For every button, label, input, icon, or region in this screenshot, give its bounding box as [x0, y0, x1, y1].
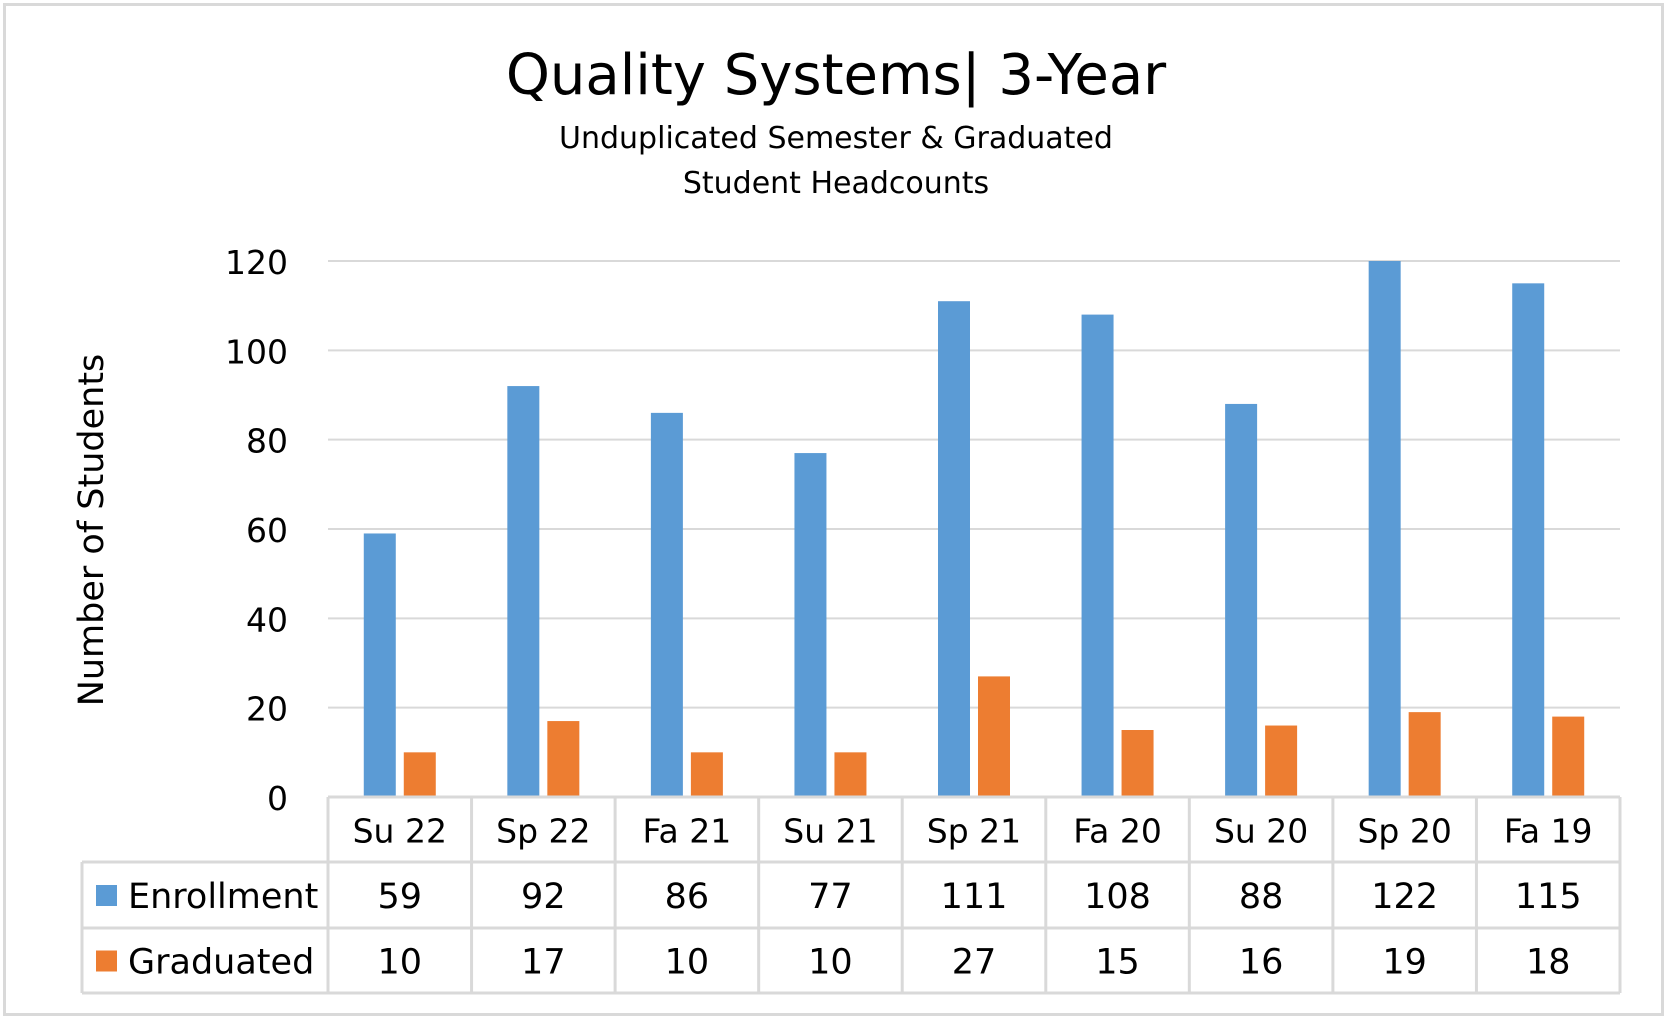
- data-table-value-enrollment: 108: [1084, 877, 1151, 917]
- bar-graduated-fa-21: [690, 752, 723, 797]
- bar-graduated-sp-20: [1408, 712, 1441, 797]
- x-category-label: Su 22: [353, 812, 447, 851]
- y-tick-label: 120: [225, 243, 288, 282]
- chart-subtitle: Unduplicated Semester & Graduated Studen…: [559, 121, 1113, 201]
- bar-graduated-sp-22: [547, 721, 580, 797]
- y-tick-label: 20: [246, 690, 288, 729]
- x-category-label: Fa 19: [1504, 812, 1593, 851]
- data-table-value-graduated: 17: [521, 943, 566, 983]
- legend-label-graduated: Graduated: [128, 943, 314, 983]
- x-category-label: Sp 21: [927, 812, 1021, 851]
- x-category-label: Sp 20: [1357, 812, 1451, 851]
- data-table-value-graduated: 27: [952, 943, 997, 983]
- bar-enrollment-su-20: [1225, 403, 1258, 797]
- data-table-value-graduated: 15: [1095, 943, 1140, 983]
- data-table-value-enrollment: 77: [808, 877, 853, 917]
- legend-label-enrollment: Enrollment: [128, 877, 318, 917]
- legend-swatch-graduated: [96, 950, 117, 972]
- data-table-value-graduated: 18: [1526, 943, 1571, 983]
- y-tick-label: 0: [267, 779, 288, 818]
- bar-graduated-sp-21: [978, 676, 1010, 797]
- data-table-value-graduated: 10: [378, 943, 423, 983]
- data-table-value-graduated: 19: [1382, 943, 1427, 983]
- bar-enrollment-sp-22: [507, 386, 540, 797]
- bar-graduated-fa-19: [1552, 716, 1585, 797]
- data-table-value-enrollment: 92: [521, 877, 566, 917]
- bar-enrollment-su-22: [363, 533, 396, 797]
- y-tick-label: 60: [246, 511, 288, 550]
- y-tick-label: 100: [225, 332, 288, 371]
- bar-enrollment-sp-20: [1368, 261, 1401, 797]
- legend-swatch-enrollment: [96, 885, 117, 906]
- bar-enrollment-su-21: [794, 453, 827, 797]
- bar-graduated-fa-20: [1121, 730, 1154, 797]
- data-table-value-enrollment: 115: [1515, 877, 1582, 917]
- data-table-value-graduated: 10: [808, 943, 853, 983]
- bar-enrollment-fa-21: [650, 412, 683, 797]
- x-category-label: Fa 21: [643, 812, 732, 851]
- chart-title: Quality Systems| 3-Year: [505, 43, 1167, 108]
- x-category-label: Su 21: [783, 812, 877, 851]
- data-table-value-enrollment: 111: [941, 877, 1008, 917]
- bar-graduated-su-21: [834, 752, 867, 797]
- data-table-value-enrollment: 122: [1371, 877, 1438, 917]
- data-table-value-enrollment: 86: [665, 877, 710, 917]
- bar-enrollment-sp-21: [938, 301, 970, 797]
- y-tick-label: 40: [246, 600, 288, 639]
- x-category-label: Sp 22: [496, 812, 590, 851]
- bar-graduated-su-22: [403, 752, 436, 797]
- data-table-value-graduated: 10: [665, 943, 710, 983]
- x-category-label: Fa 20: [1073, 812, 1162, 851]
- data-table-value-enrollment: 59: [378, 877, 423, 917]
- y-tick-label: 80: [246, 422, 288, 461]
- bar-enrollment-fa-19: [1512, 283, 1545, 797]
- bar-graduated-su-20: [1265, 725, 1298, 797]
- data-table-value-enrollment: 88: [1239, 877, 1284, 917]
- data-table-value-graduated: 16: [1239, 943, 1284, 983]
- x-category-label: Su 20: [1214, 812, 1308, 851]
- bar-enrollment-fa-20: [1081, 314, 1114, 797]
